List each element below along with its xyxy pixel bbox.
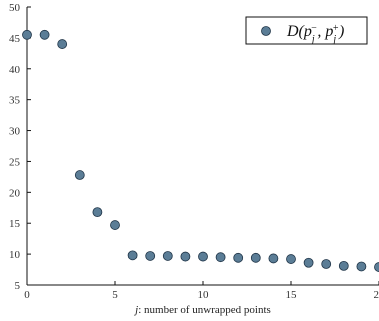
svg-text:j: number of unwrapped points: j: number of unwrapped points xyxy=(133,304,271,316)
data-point xyxy=(286,254,296,264)
x-axis-label-var: j xyxy=(133,304,138,316)
y-tick-label: 25 xyxy=(9,156,21,168)
y-tick-label: 50 xyxy=(9,2,21,14)
data-point xyxy=(110,220,120,230)
data-point xyxy=(127,250,138,261)
data-point xyxy=(180,251,191,262)
x-axis-ticks: 0 5 10 15 20 xyxy=(24,281,379,301)
data-point xyxy=(92,207,103,218)
data-point xyxy=(22,29,32,40)
data-point xyxy=(338,260,349,271)
x-tick-label: 15 xyxy=(286,289,298,301)
x-tick-label: 5 xyxy=(112,289,118,301)
data-point xyxy=(268,253,279,264)
y-tick-label: 40 xyxy=(9,64,21,76)
y-tick-label: 10 xyxy=(9,249,21,261)
data-point xyxy=(374,262,379,272)
legend: D(pj−, pj+) xyxy=(245,16,368,45)
data-point xyxy=(321,259,332,269)
data-point xyxy=(74,170,85,180)
x-axis-label-text: : number of unwrapped points xyxy=(138,304,271,316)
y-tick-label: 20 xyxy=(9,187,21,199)
y-axis-ticks: 5 10 15 20 25 30 35 40 45 50 xyxy=(9,2,31,292)
data-point xyxy=(198,251,208,262)
data-point xyxy=(145,251,156,261)
data-point xyxy=(233,252,244,263)
data-point xyxy=(162,251,173,261)
data-point xyxy=(250,252,261,263)
data-point xyxy=(303,257,314,268)
data-point xyxy=(215,252,226,263)
x-tick-label: 20 xyxy=(374,289,379,301)
x-axis-label: j: number of unwrapped points xyxy=(133,304,271,316)
y-tick-label: 5 xyxy=(15,280,21,292)
y-tick-label: 15 xyxy=(9,218,21,230)
y-tick-label: 35 xyxy=(9,95,21,107)
x-tick-label: 0 xyxy=(24,289,30,301)
legend-marker xyxy=(261,26,271,36)
y-tick-label: 30 xyxy=(9,126,21,138)
data-point xyxy=(57,39,68,49)
x-tick-label: 10 xyxy=(198,289,210,301)
data-points xyxy=(22,29,379,272)
data-point xyxy=(39,29,50,40)
y-tick-label: 45 xyxy=(9,33,21,45)
data-point xyxy=(356,261,367,272)
